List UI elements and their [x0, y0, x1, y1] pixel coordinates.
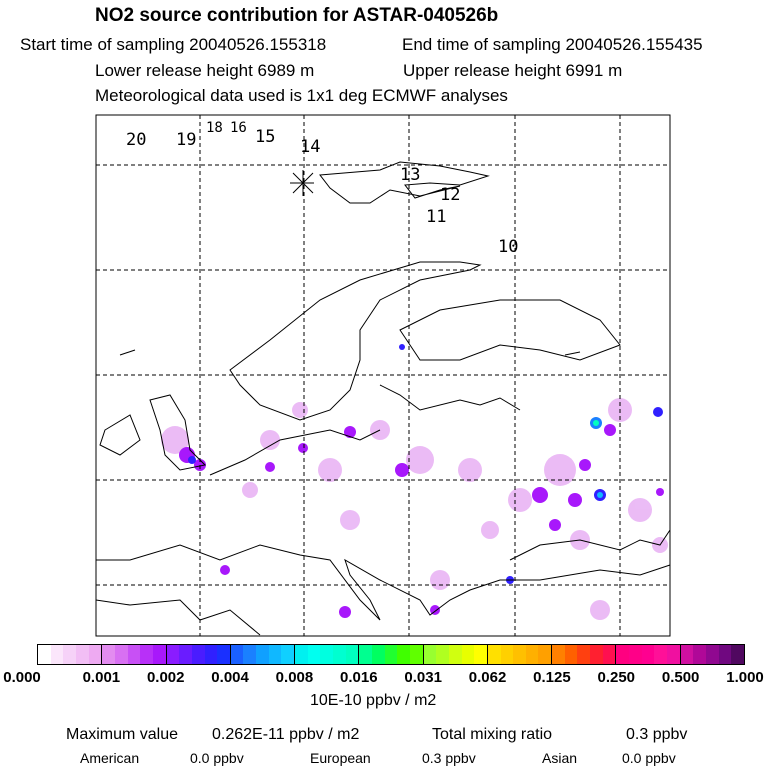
colorbar-unit: 10E-10 ppbv / m2: [310, 692, 437, 709]
colorbar-tick-label: 0.031: [404, 669, 442, 686]
traj-label: 20: [126, 130, 146, 150]
asian-value: 0.0 ppbv: [622, 750, 676, 766]
asian-label: Asian: [542, 750, 578, 766]
coastlines: [95, 161, 671, 636]
traj-label: 12: [440, 185, 460, 205]
colorbar-segment: [38, 645, 103, 664]
total-label: Total mixing ratio: [432, 726, 553, 743]
source-marker-icon: [290, 170, 314, 196]
traj-label: 19: [176, 130, 196, 150]
traj-label: 10: [498, 237, 518, 257]
plot-title: NO2 source contribution for ASTAR-040526…: [95, 5, 499, 26]
colorbar-tick-label: 0.002: [146, 669, 185, 686]
colorbar-segment: [230, 645, 296, 664]
american-label: American: [80, 750, 140, 766]
upper-height: Upper release height 6991 m: [403, 61, 623, 80]
start-time: Start time of sampling 20040526.155318: [20, 35, 327, 54]
european-value: 0.3 ppbv: [422, 750, 476, 766]
american-value: 0.0 ppbv: [190, 750, 244, 766]
colorbar-tick-label: 0.500: [661, 669, 700, 686]
traj-label: 13: [400, 165, 420, 185]
colorbar-segment: [166, 645, 231, 664]
max-label: Maximum value: [66, 726, 179, 743]
traj-label: 14: [300, 137, 320, 157]
total-value: 0.3 ppbv: [626, 726, 688, 743]
colorbar-tick-label: 0.001: [82, 669, 121, 686]
colorbar-tick-label: 0.004: [211, 669, 249, 686]
colorbar-tick-label: 0.125: [533, 669, 571, 686]
grid: [96, 115, 670, 636]
colorbar-segment: [423, 645, 488, 664]
colorbar-tick-label: 0.062: [468, 669, 507, 686]
colorbar-segment: [487, 645, 553, 664]
colorbar-tick-label: 0.250: [597, 669, 636, 686]
colorbar-tick-label: 0.000: [3, 669, 41, 686]
colorbar-segment: [552, 645, 617, 664]
colorbar: [37, 644, 745, 665]
plume: [161, 344, 668, 620]
colorbar-segment: [295, 645, 360, 664]
met-data: Meteorological data used is 1x1 deg ECMW…: [95, 86, 508, 105]
map: 20 19 18 16 15 14 13 12 11 10: [95, 114, 671, 637]
colorbar-tick-label: 1.000: [726, 669, 764, 686]
traj-label: 18: [206, 120, 223, 136]
colorbar-segment: [680, 645, 744, 664]
colorbar-segment: [359, 645, 424, 664]
traj-label: 16: [230, 120, 247, 136]
traj-label: 15: [255, 127, 275, 147]
end-time: End time of sampling 20040526.155435: [402, 35, 703, 54]
colorbar-tick-label: 0.016: [340, 669, 378, 686]
colorbar-segment: [102, 645, 167, 664]
lower-height: Lower release height 6989 m: [95, 61, 315, 80]
colorbar-segment: [616, 645, 681, 664]
map-frame: [95, 114, 671, 637]
colorbar-tick-label: 0.008: [275, 669, 314, 686]
max-value: 0.262E-11 ppbv / m2: [212, 726, 360, 743]
european-label: European: [310, 750, 371, 766]
traj-label: 11: [426, 207, 446, 227]
